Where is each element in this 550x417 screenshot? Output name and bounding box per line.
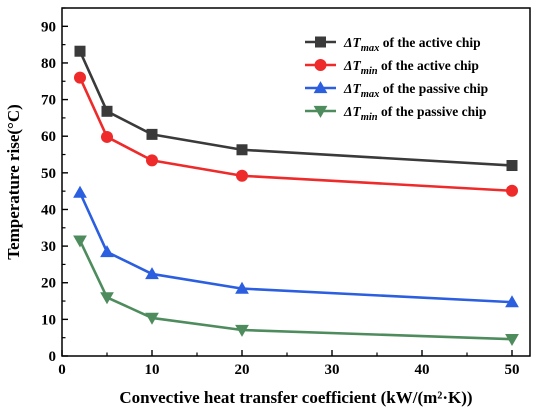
data-point-circle bbox=[74, 71, 86, 84]
y-axis-title: Temperature rise(°C) bbox=[4, 104, 23, 260]
legend-label: ΔTmin of the active chip bbox=[343, 58, 479, 77]
y-tick-label: 50 bbox=[41, 166, 56, 182]
legend-label: ΔTmax of the active chip bbox=[343, 35, 481, 54]
data-point-triangle-down bbox=[145, 312, 159, 325]
series-line bbox=[78, 192, 513, 304]
legend: ΔTmax of the active chip ΔTmin of the act… bbox=[305, 35, 488, 123]
series-2 bbox=[74, 71, 518, 197]
x-axis-title: Convective heat transfer coefficient (kW… bbox=[119, 388, 472, 407]
data-point-circle bbox=[506, 184, 518, 197]
data-point-triangle-up bbox=[313, 81, 328, 94]
data-point-triangle-down bbox=[235, 324, 249, 337]
plot-area-frame bbox=[61, 7, 531, 357]
axis-ticks: 0 10 20 30 40 50 0 10 20 30 40 50 60 70 80 90 bbox=[41, 7, 520, 378]
data-point-triangle-up bbox=[505, 295, 519, 308]
data-point-square bbox=[236, 144, 248, 156]
x-tick-label: 0 bbox=[58, 362, 66, 378]
data-point-square bbox=[146, 128, 158, 140]
y-tick-label: 30 bbox=[41, 239, 56, 255]
x-tick-label: 40 bbox=[415, 362, 430, 378]
data-point-triangle-down bbox=[73, 235, 87, 248]
data-point-circle bbox=[314, 59, 327, 71]
y-tick-label: 20 bbox=[41, 276, 56, 292]
y-tick-label: 60 bbox=[41, 129, 56, 145]
y-tick-label: 80 bbox=[41, 56, 56, 72]
data-point-circle bbox=[236, 169, 248, 182]
data-point-square bbox=[74, 45, 86, 57]
y-tick-label: 70 bbox=[41, 93, 56, 109]
x-tick-label: 50 bbox=[505, 362, 520, 378]
y-tick-label: 90 bbox=[41, 19, 56, 35]
legend-label: ΔTmin of the passive chip bbox=[343, 104, 486, 123]
series-1 bbox=[74, 45, 518, 172]
data-point-triangle-up bbox=[73, 185, 87, 198]
series-layer bbox=[73, 45, 519, 347]
legend-item-3: ΔTmax of the passive chip bbox=[305, 81, 488, 100]
data-point-triangle-up bbox=[235, 281, 249, 294]
y-tick-label: 0 bbox=[49, 349, 57, 365]
series-4 bbox=[73, 235, 519, 347]
data-point-circle bbox=[146, 154, 158, 167]
data-point-square bbox=[506, 160, 518, 172]
data-point-circle bbox=[101, 130, 113, 143]
data-point-triangle-down bbox=[100, 292, 114, 305]
legend-item-1: ΔTmax of the active chip bbox=[305, 35, 481, 54]
legend-item-2: ΔTmin of the active chip bbox=[305, 58, 479, 77]
data-point-square bbox=[315, 36, 326, 48]
data-point-triangle-down bbox=[505, 333, 519, 347]
x-tick-label: 30 bbox=[325, 362, 340, 378]
legend-label: ΔTmax of the passive chip bbox=[343, 81, 488, 100]
data-point-triangle-down bbox=[313, 105, 328, 118]
x-tick-label: 10 bbox=[145, 362, 160, 378]
legend-item-4: ΔTmin of the passive chip bbox=[305, 104, 486, 123]
series-3 bbox=[73, 185, 519, 308]
data-point-square bbox=[101, 105, 113, 117]
data-point-triangle-up bbox=[145, 267, 159, 280]
x-tick-label: 20 bbox=[235, 362, 250, 378]
y-tick-label: 40 bbox=[41, 202, 56, 218]
y-tick-label: 10 bbox=[41, 312, 56, 328]
data-point-triangle-up bbox=[100, 245, 114, 258]
series-line bbox=[78, 240, 513, 341]
